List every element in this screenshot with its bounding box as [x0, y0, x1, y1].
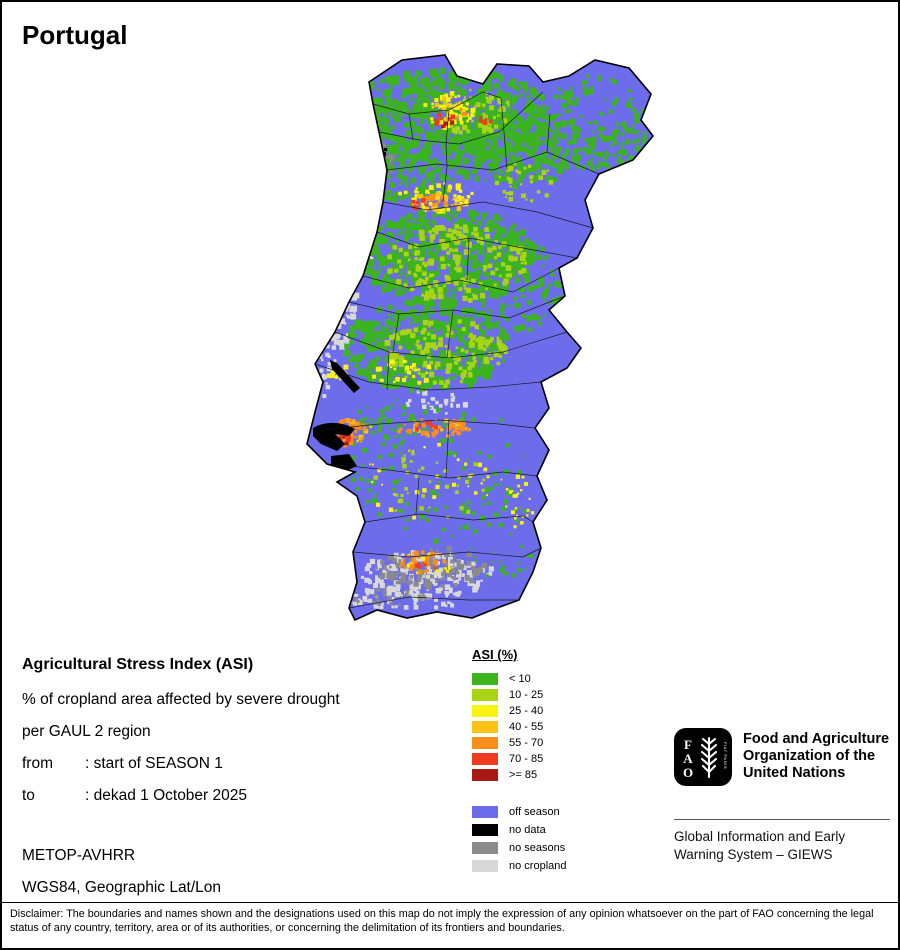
fao-org-line: Organization of the	[743, 748, 876, 764]
legend-row: no seasons	[472, 839, 567, 857]
asi-description-line: % of cropland area affected by severe dr…	[22, 691, 340, 708]
legend-row: 70 - 85	[472, 751, 567, 767]
legend-row: 10 - 25	[472, 687, 567, 703]
sensor-label: METOP-AVHRR	[22, 847, 136, 864]
from-label: from	[22, 755, 53, 772]
legend-label: no data	[509, 824, 546, 836]
to-value: : dekad 1 October 2025	[85, 787, 248, 804]
fao-block: F A O FIAT PANIS Food and Agriculture Or…	[674, 728, 889, 786]
legend-label: 40 - 55	[509, 721, 544, 733]
legend-swatch	[472, 824, 498, 836]
giews-line: Warning System – GIEWS	[674, 847, 833, 862]
legend-swatch	[472, 673, 498, 685]
portugal-map	[297, 52, 657, 636]
to-label: to	[22, 787, 35, 804]
legend-row: 40 - 55	[472, 719, 567, 735]
legend-class-list: < 10 10 - 25 25 - 40 40 - 55 55 - 70 70 …	[472, 671, 567, 783]
legend-label: 70 - 85	[509, 753, 544, 765]
legend-label: >= 85	[509, 769, 538, 781]
fao-org-name: Food and Agriculture Organization of the…	[743, 728, 889, 782]
legend-row: no cropland	[472, 857, 567, 875]
giews-line: Global Information and Early	[674, 829, 846, 844]
gaul2-boundaries	[314, 91, 600, 609]
to-line: to : dekad 1 October 2025	[22, 787, 462, 805]
legend-swatch	[472, 842, 498, 854]
legend-swatch	[472, 769, 498, 781]
fao-org-line: Food and Agriculture	[743, 731, 890, 747]
asi-region-line: per GAUL 2 region	[22, 723, 151, 740]
legend-label: off season	[509, 806, 560, 818]
disclaimer-text: Disclaimer: The boundaries and names sho…	[10, 908, 874, 934]
wheat-ear-icon	[700, 736, 718, 779]
fao-org-line: United Nations	[743, 765, 846, 781]
fao-divider	[674, 819, 890, 820]
from-value: : start of SEASON 1	[85, 755, 223, 772]
disclaimer-divider	[2, 902, 898, 903]
legend-row: 55 - 70	[472, 735, 567, 751]
legend-row: < 10	[472, 671, 567, 687]
giews-label: Global Information and Early Warning Sys…	[674, 828, 845, 864]
legend-extra-list: off season no data no seasons no croplan…	[472, 803, 567, 875]
legend-label: 25 - 40	[509, 705, 544, 717]
fao-letter-a: A	[683, 751, 693, 766]
legend-row: 25 - 40	[472, 703, 567, 719]
asi-heading: Agricultural Stress Index (ASI)	[22, 656, 254, 673]
legend-label: no seasons	[509, 842, 566, 854]
fao-motto: FIAT PANIS	[723, 742, 728, 769]
legend-swatch	[472, 689, 498, 701]
legend-swatch	[472, 705, 498, 717]
legend-swatch	[472, 753, 498, 765]
projection-label: WGS84, Geographic Lat/Lon	[22, 879, 222, 896]
fao-letter-o: O	[683, 765, 693, 780]
legend-label: 55 - 70	[509, 737, 544, 749]
from-line: from : start of SEASON 1	[22, 755, 462, 773]
asi-legend: ASI (%) < 10 10 - 25 25 - 40 40 - 55 55 …	[472, 647, 567, 875]
legend-swatch	[472, 721, 498, 733]
legend-row: >= 85	[472, 767, 567, 783]
legend-row: off season	[472, 803, 567, 821]
page-title: Portugal	[22, 20, 128, 50]
fao-logo-icon: F A O FIAT PANIS	[674, 728, 732, 786]
map-info-block: Agricultural Stress Index (ASI) % of cro…	[22, 656, 462, 911]
legend-label: < 10	[509, 673, 531, 685]
legend-title: ASI (%)	[472, 647, 518, 662]
fao-letter-f: F	[684, 737, 692, 752]
legend-label: no cropland	[509, 860, 567, 872]
legend-row: no data	[472, 821, 567, 839]
legend-label: 10 - 25	[509, 689, 544, 701]
country-outline	[306, 54, 655, 622]
legend-swatch	[472, 860, 498, 872]
map-svg	[306, 54, 655, 622]
legend-swatch	[472, 737, 498, 749]
legend-swatch	[472, 806, 498, 818]
